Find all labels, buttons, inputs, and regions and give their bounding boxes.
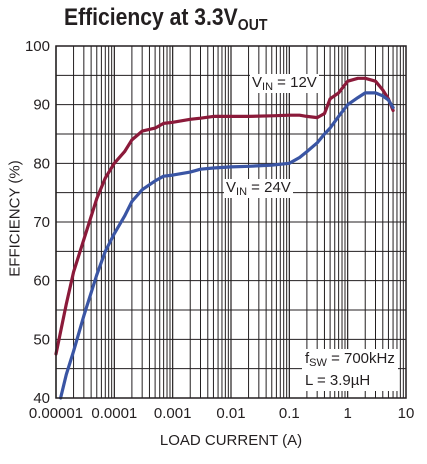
x-tick-label: 0.00001	[29, 405, 83, 422]
inductor-label: L = 3.9µH	[305, 372, 395, 390]
y-tick-label: 90	[33, 97, 50, 114]
x-tick-label: 10	[398, 405, 415, 422]
series-line-vin-12v	[56, 78, 393, 354]
x-tick-label: 0.1	[279, 405, 300, 422]
series-label-vin-12v: VIN = 12V	[250, 74, 319, 93]
chart-title: Efficiency at 3.3VOUT	[64, 4, 267, 35]
y-axis-label: EFFICIENCY (%)	[7, 144, 24, 294]
y-tick-label: 60	[33, 273, 50, 290]
x-tick-label: 0.001	[154, 405, 192, 422]
switching-frequency-label: fSW = 700kHz	[305, 350, 395, 372]
conditions-annotation: fSW = 700kHz L = 3.9µH	[302, 349, 398, 391]
x-tick-label: 0.01	[216, 405, 245, 422]
y-tick-label: 70	[33, 214, 50, 231]
x-tick-label: 0.0001	[91, 405, 137, 422]
y-tick-label: 80	[33, 155, 50, 172]
series-label-vin-24v: VIN = 24V	[224, 179, 293, 198]
y-tick-label: 50	[33, 331, 50, 348]
x-tick-label: 1	[343, 405, 351, 422]
x-axis-label: LOAD CURRENT (A)	[56, 432, 406, 449]
y-tick-label: 100	[25, 38, 50, 55]
